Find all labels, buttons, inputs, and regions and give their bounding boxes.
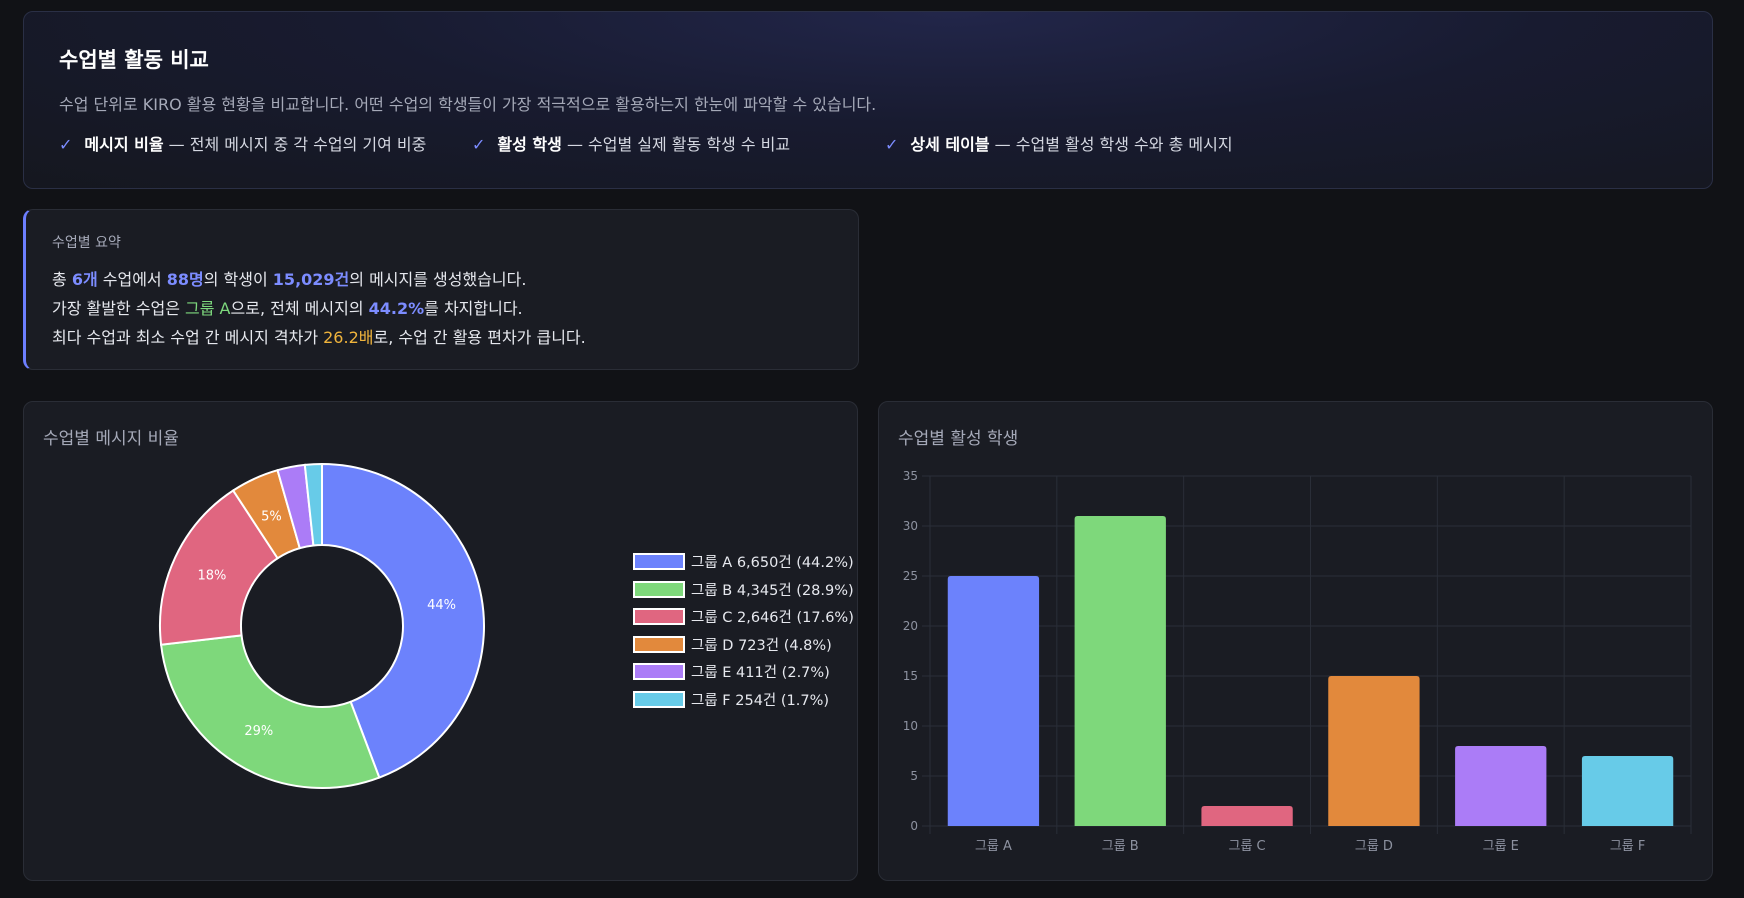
y-tick-label: 15: [903, 669, 918, 683]
summary-title: 수업별 요약: [52, 235, 121, 251]
x-tick-label: 그룹 E: [1483, 839, 1519, 854]
top-class-share: 44.2%: [368, 299, 425, 318]
intro-card: 수업별 활동 비교 수업 단위로 KIRO 활용 현황을 비교합니다. 어떤 수…: [23, 11, 1713, 189]
summary-text: 총: [52, 270, 72, 289]
summary-line-1: 총 6개 수업에서 88명의 학생이 15,029건의 메시지를 생성했습니다.: [52, 266, 526, 290]
legend-label: 그룹 C 2,646건 (17.6%): [691, 610, 854, 627]
bar[interactable]: [1074, 516, 1166, 826]
summary-line-3: 최다 수업과 최소 수업 간 메시지 격차가 26.2배로, 수업 간 활용 편…: [52, 324, 586, 348]
slice-label: 44%: [427, 598, 456, 613]
summary-line-2: 가장 활발한 수업은 그룹 A으로, 전체 메시지의 44.2%를 차지합니다.: [52, 295, 523, 319]
feature-text: — 수업별 활성 학생 수와 총 메시지: [989, 135, 1233, 154]
x-tick-label: 그룹 B: [1102, 839, 1139, 854]
bar[interactable]: [1581, 756, 1674, 826]
legend-label: 그룹 E 411건 (2.7%): [691, 665, 830, 682]
legend-item[interactable]: 그룹 A 6,650건 (44.2%): [633, 548, 854, 576]
feature-detail-table: ✓ 상세 테이블 — 수업별 활성 학생 수와 총 메시지: [885, 131, 1233, 155]
feature-text: — 전체 메시지 중 각 수업의 기여 비중: [163, 135, 427, 154]
donut-slice[interactable]: [303, 462, 323, 547]
legend-label: 그룹 A 6,650건 (44.2%): [691, 555, 854, 572]
y-tick-label: 30: [903, 519, 918, 533]
message-ratio-panel: 수업별 메시지 비율 44% 29% 18% 5% 그룹 A 6,650건 (44.2…: [23, 401, 858, 881]
student-count: 88명: [166, 270, 204, 289]
feature-name: 상세 테이블: [910, 135, 990, 154]
feature-name: 메시지 비율: [84, 135, 164, 154]
y-tick-label: 25: [903, 569, 918, 583]
summary-text: 가장 활발한 수업은: [52, 299, 186, 318]
x-tick-label: 그룹 F: [1610, 839, 1646, 854]
summary-text: 를 차지합니다.: [424, 299, 523, 318]
slice-label: 5%: [261, 510, 282, 525]
summary-text: 수업에서: [97, 270, 167, 289]
summary-text: 최다 수업과 최소 수업 간 메시지 격차가: [52, 328, 324, 347]
legend-swatch: [633, 580, 685, 598]
donut-chart: 44% 29% 18% 5%: [159, 462, 485, 789]
legend-label: 그룹 B 4,345건 (28.9%): [691, 582, 854, 599]
check-icon: ✓: [885, 135, 899, 154]
y-tick-label: 10: [903, 719, 918, 733]
slice-label: 29%: [244, 724, 273, 739]
check-icon: ✓: [59, 135, 73, 154]
page-title: 수업별 활동 비교: [59, 48, 209, 72]
bar[interactable]: [1201, 806, 1293, 826]
x-tick-label: 그룹 A: [975, 839, 1012, 854]
legend-swatch: [633, 690, 685, 708]
active-students-panel: 수업별 활성 학생 0 5 10 15 20 25 30 35 그룹 A 그룹 B 그룹 C 그룹 D…: [878, 401, 1713, 881]
legend-swatch: [633, 553, 685, 571]
feature-active-students: ✓ 활성 학생 — 수업별 실제 활동 학생 수 비교: [472, 131, 790, 155]
feature-name: 활성 학생: [497, 135, 562, 154]
donut-slice[interactable]: [159, 634, 381, 789]
legend-item[interactable]: 그룹 D 723건 (4.8%): [633, 631, 854, 659]
bar[interactable]: [1328, 676, 1420, 826]
legend-swatch: [633, 635, 685, 653]
class-count: 6개: [71, 270, 98, 289]
donut-slice[interactable]: [159, 489, 279, 646]
legend-label: 그룹 F 254건 (1.7%): [691, 692, 830, 709]
page-description: 수업 단위로 KIRO 활용 현황을 비교합니다. 어떤 수업의 학생들이 가장…: [59, 95, 877, 114]
x-tick-label: 그룹 D: [1355, 839, 1393, 854]
summary-card: 수업별 요약 총 6개 수업에서 88명의 학생이 15,029건의 메시지를 …: [23, 209, 859, 370]
y-tick-label: 35: [903, 469, 918, 483]
donut-slice[interactable]: [321, 462, 485, 779]
bar[interactable]: [947, 576, 1040, 826]
message-count: 15,029건: [272, 270, 350, 289]
bar[interactable]: [1455, 746, 1547, 826]
legend-item[interactable]: 그룹 B 4,345건 (28.9%): [633, 576, 854, 604]
feature-message-ratio: ✓ 메시지 비율 — 전체 메시지 중 각 수업의 기여 비중: [59, 131, 426, 155]
x-tick-label: 그룹 C: [1229, 839, 1266, 854]
y-tick-label: 0: [910, 819, 918, 833]
legend-swatch: [633, 663, 685, 681]
legend-label: 그룹 D 723건 (4.8%): [691, 637, 832, 654]
gap-ratio: 26.2배: [323, 328, 374, 347]
summary-text: 로, 수업 간 활용 편차가 큽니다.: [373, 328, 586, 347]
bar-chart: 0 5 10 15 20 25 30 35 그룹 A 그룹 B 그룹 C 그룹 D 그룹 E 그룹 F: [903, 469, 1692, 854]
feature-text: — 수업별 실제 활동 학생 수 비교: [561, 135, 791, 154]
top-class: 그룹 A: [185, 299, 231, 318]
chart-title: 수업별 활성 학생: [898, 429, 1019, 449]
summary-text: 으로, 전체 메시지의: [230, 299, 369, 318]
donut-legend: 그룹 A 6,650건 (44.2%) 그룹 B 4,345건 (28.9%) 그룹…: [633, 548, 854, 713]
check-icon: ✓: [472, 135, 486, 154]
legend-swatch: [633, 608, 685, 626]
legend-item[interactable]: 그룹 C 2,646건 (17.6%): [633, 603, 854, 631]
legend-item[interactable]: 그룹 E 411건 (2.7%): [633, 658, 854, 686]
y-tick-label: 20: [903, 619, 918, 633]
chart-title: 수업별 메시지 비율: [43, 429, 179, 449]
summary-text: 의 메시지를 생성했습니다.: [349, 270, 527, 289]
y-tick-label: 5: [910, 769, 918, 783]
slice-label: 18%: [197, 569, 226, 584]
legend-item[interactable]: 그룹 F 254건 (1.7%): [633, 686, 854, 714]
summary-text: 의 학생이: [203, 270, 273, 289]
